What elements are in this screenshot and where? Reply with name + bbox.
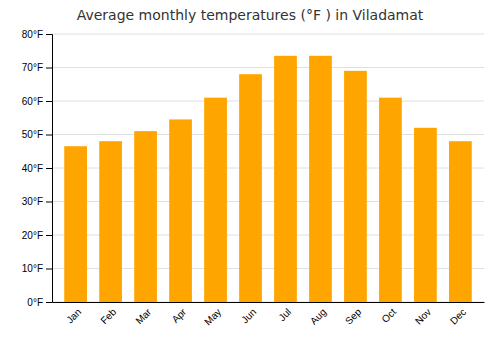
tick: Aug <box>308 302 328 327</box>
tick: 50°F <box>22 129 52 140</box>
tick-label: Sep <box>343 306 364 327</box>
tick-mark <box>46 68 52 69</box>
tick-mark <box>46 34 52 35</box>
grid-line <box>52 67 484 68</box>
tick: 80°F <box>22 29 52 40</box>
bar <box>309 56 332 302</box>
tick-label: 10°F <box>22 263 43 274</box>
tick: 70°F <box>22 62 52 73</box>
title: Average monthly temperatures (°F ) in Vi… <box>77 7 424 23</box>
tick-mark <box>46 302 52 303</box>
tick-label: Dec <box>448 306 468 326</box>
bar <box>449 141 472 302</box>
bar <box>169 119 192 302</box>
tick-label: 60°F <box>22 96 43 107</box>
plot: 0°F 10°F 20°F 30°F 40°F 50°F 60°F 70°F 80°F Jan Fe… <box>22 29 485 328</box>
tick-label: Aug <box>308 306 328 326</box>
bar <box>414 128 437 302</box>
x-axis: Jan Feb Mar Apr May Jun Jul Aug Sep Oct Nov Dec <box>53 302 485 327</box>
tick-label: Jan <box>64 306 83 325</box>
bar <box>204 98 227 302</box>
tick: May <box>202 302 223 327</box>
tick-label: 20°F <box>22 230 43 241</box>
grid-line <box>52 34 484 35</box>
tick-label: 80°F <box>22 29 43 40</box>
bar <box>239 74 262 302</box>
bar <box>64 146 87 302</box>
tick: 30°F <box>22 196 52 207</box>
tick-mark <box>46 135 52 136</box>
axis-line <box>46 35 53 303</box>
tick-label: 30°F <box>22 196 43 207</box>
tick: Nov <box>413 302 433 327</box>
tick: Oct <box>379 302 398 325</box>
axis-line <box>53 302 485 303</box>
tick-label: Feb <box>98 306 118 326</box>
tick-mark <box>46 235 52 236</box>
grid-line <box>52 101 484 102</box>
tick-label: 0°F <box>27 297 43 308</box>
tick: 0°F <box>27 297 52 308</box>
bar <box>344 71 367 302</box>
tick-label: Mar <box>133 306 153 326</box>
tick-label: Jul <box>276 306 293 323</box>
bar <box>379 98 402 302</box>
tick: Jul <box>276 302 293 323</box>
bar <box>274 56 297 302</box>
tick: 60°F <box>22 96 52 107</box>
tick: 20°F <box>22 230 52 241</box>
tick-mark <box>46 202 52 203</box>
tick-label: 70°F <box>22 62 43 73</box>
tick-mark <box>46 168 52 169</box>
bar <box>134 131 157 302</box>
tick: Dec <box>448 302 468 327</box>
tick-label: Nov <box>413 306 433 326</box>
bar <box>99 141 122 302</box>
grid <box>52 34 484 302</box>
tick: Mar <box>133 302 153 326</box>
tick: Feb <box>98 302 118 326</box>
bars <box>64 56 472 302</box>
tick: Jun <box>239 302 258 325</box>
tick-mark <box>46 269 52 270</box>
tick-label: 50°F <box>22 129 43 140</box>
chart: Average monthly temperatures (°F ) in Vi… <box>0 0 500 350</box>
tick-label: May <box>202 306 223 327</box>
tick-mark <box>46 101 52 102</box>
tick: 10°F <box>22 263 52 274</box>
tick: Jan <box>64 302 83 325</box>
tick-label: Jun <box>239 306 258 325</box>
tick-label: Oct <box>379 306 398 325</box>
tick-label: Apr <box>170 306 189 325</box>
tick: Apr <box>170 302 189 325</box>
tick: 40°F <box>22 163 52 174</box>
tick-label: 40°F <box>22 163 43 174</box>
y-axis: 0°F 10°F 20°F 30°F 40°F 50°F 60°F 70°F 80°F <box>22 29 53 308</box>
tick: Sep <box>343 302 364 327</box>
